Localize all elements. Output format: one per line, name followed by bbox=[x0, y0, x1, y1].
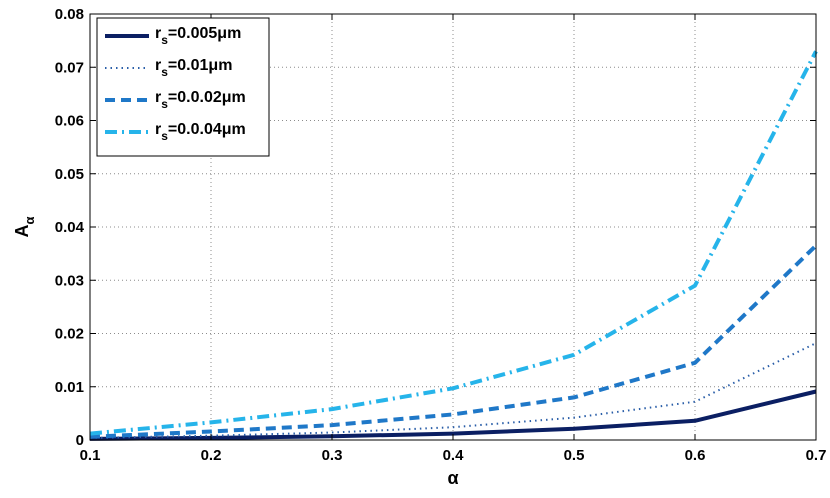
y-tick-label: 0 bbox=[76, 432, 84, 449]
x-axis-label: α bbox=[447, 468, 458, 488]
legend-label-rest: =0.01μm bbox=[168, 57, 233, 74]
y-axis-label-main: A bbox=[12, 225, 32, 238]
legend-label-sub: s bbox=[161, 33, 168, 47]
x-tick-label: 0.4 bbox=[443, 447, 465, 464]
y-tick-label: 0.01 bbox=[55, 379, 84, 396]
legend-label-main: r bbox=[155, 57, 161, 74]
y-tick-label: 0.07 bbox=[55, 59, 84, 76]
legend-label-main: r bbox=[155, 121, 161, 138]
legend-label-sub: s bbox=[161, 65, 168, 79]
axis-ticks: 0.1 0.2 0.3 0.4 0.5 0.6 0.7 0 0.01 0.02 0.03 0.04 0.… bbox=[55, 6, 827, 464]
legend-label-1: rs=0.005μm bbox=[155, 25, 241, 47]
legend-label-3: rs=0.0.02μm bbox=[155, 89, 246, 111]
legend-label-sub: s bbox=[161, 97, 168, 111]
y-tick-label: 0.06 bbox=[55, 113, 84, 130]
legend-label-rest: =0.0.04μm bbox=[168, 121, 246, 138]
y-tick-label: 0.08 bbox=[55, 6, 84, 23]
legend: rs=0.005μmrs=0.01μmrs=0.0.02μmrs=0.0.04μ… bbox=[96, 17, 270, 157]
y-tick-label: 0.02 bbox=[55, 326, 84, 343]
legend-label-sub: s bbox=[161, 129, 168, 143]
legend-label-main: r bbox=[155, 89, 161, 106]
x-tick-label: 0.3 bbox=[322, 447, 343, 464]
y-tick-label: 0.04 bbox=[55, 219, 85, 236]
legend-label-rest: =0.0.02μm bbox=[168, 89, 246, 106]
x-tick-label: 0.2 bbox=[201, 447, 222, 464]
x-tick-label: 0.6 bbox=[685, 447, 706, 464]
x-tick-label: 0.5 bbox=[564, 447, 585, 464]
x-tick-label: 0.7 bbox=[806, 447, 827, 464]
series-line-4 bbox=[89, 50, 818, 436]
legend-box bbox=[96, 17, 270, 157]
legend-label-main: r bbox=[155, 25, 161, 42]
series-line-3 bbox=[89, 244, 818, 439]
legend-label-2: rs=0.01μm bbox=[155, 57, 232, 79]
y-tick-label: 0.05 bbox=[55, 166, 84, 183]
y-axis-label: Aα bbox=[12, 217, 37, 238]
y-tick-label: 0.03 bbox=[55, 272, 84, 289]
y-axis-label-sub: α bbox=[22, 217, 37, 225]
legend-label-4: rs=0.0.04μm bbox=[155, 121, 246, 143]
x-tick-label: 0.1 bbox=[80, 447, 101, 464]
legend-label-rest: =0.005μm bbox=[168, 25, 241, 42]
